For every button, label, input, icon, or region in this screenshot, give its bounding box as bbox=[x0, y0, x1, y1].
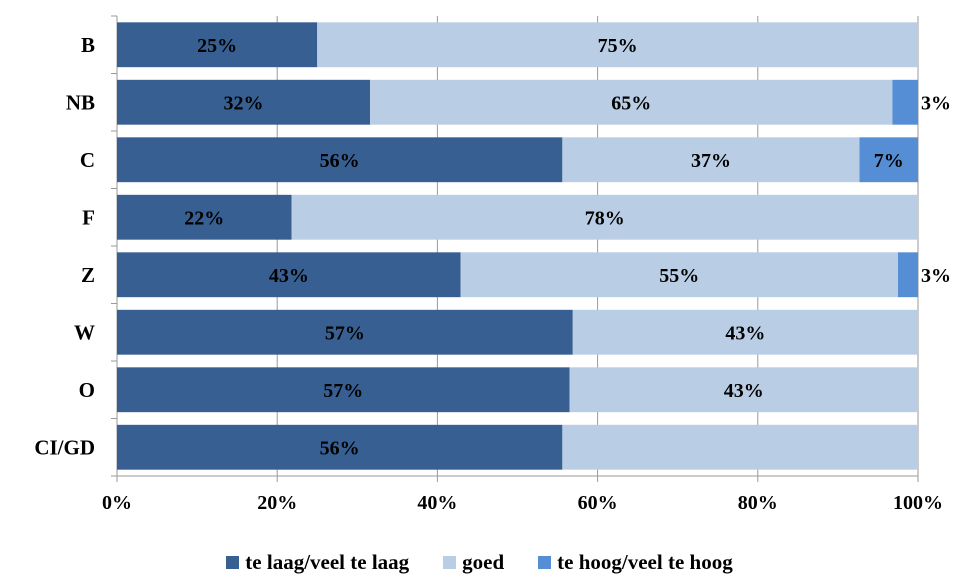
x-tick-label: 40% bbox=[417, 492, 457, 514]
legend-item: goed bbox=[443, 550, 504, 575]
data-label: 7% bbox=[874, 150, 904, 172]
legend-label: goed bbox=[462, 549, 505, 574]
bar-segment-goed bbox=[460, 252, 898, 298]
bar-segment-te-hoog-veel-te-hoog bbox=[892, 79, 918, 125]
category-label: Z bbox=[81, 263, 95, 287]
category-label: CI/GD bbox=[34, 435, 95, 459]
category-label: O bbox=[79, 378, 95, 402]
data-label: 78% bbox=[585, 207, 625, 229]
data-label: 25% bbox=[197, 35, 237, 57]
legend-label: te hoog/veel te hoog bbox=[557, 549, 733, 574]
data-label: 3% bbox=[921, 265, 951, 287]
bar-segment-te-laag-veel-te-laag bbox=[117, 309, 573, 355]
data-label: 3% bbox=[921, 92, 951, 114]
legend-item: te hoog/veel te hoog bbox=[538, 550, 733, 575]
bar-segment-te-laag-veel-te-laag bbox=[117, 137, 563, 183]
data-label: 22% bbox=[184, 207, 224, 229]
legend-label: te laag/veel te laag bbox=[245, 549, 410, 574]
data-label: 75% bbox=[598, 35, 638, 57]
data-label: 43% bbox=[724, 380, 764, 402]
bar-segment-goed bbox=[370, 79, 893, 125]
bar-segment-te-laag-veel-te-laag bbox=[117, 194, 292, 240]
bar-segment-te-hoog-veel-te-hoog bbox=[897, 252, 918, 298]
bar-segment-goed bbox=[572, 309, 918, 355]
legend-swatch bbox=[226, 555, 240, 569]
bar-segment-goed bbox=[562, 137, 860, 183]
legend-swatch bbox=[443, 555, 457, 569]
bar-segment-goed bbox=[562, 424, 918, 470]
data-label: 56% bbox=[320, 437, 360, 459]
bar-segment-te-laag-veel-te-laag bbox=[117, 79, 371, 125]
legend-swatch bbox=[538, 555, 552, 569]
category-label: F bbox=[82, 205, 95, 229]
data-label: 65% bbox=[611, 92, 651, 114]
bar-segment-te-laag-veel-te-laag bbox=[117, 22, 318, 68]
bar-segment-te-laag-veel-te-laag bbox=[117, 252, 461, 298]
x-tick-label: 20% bbox=[257, 492, 297, 514]
bar-segment-te-laag-veel-te-laag bbox=[117, 367, 570, 413]
data-label: 37% bbox=[691, 150, 731, 172]
bar-segment-goed bbox=[291, 194, 918, 240]
data-label: 43% bbox=[725, 322, 765, 344]
bar-segment-goed bbox=[569, 367, 918, 413]
legend-item: te laag/veel te laag bbox=[226, 550, 409, 575]
category-label: B bbox=[81, 33, 95, 57]
data-label: 32% bbox=[224, 92, 264, 114]
x-tick-label: 100% bbox=[893, 492, 943, 514]
bar-segment-te-laag-veel-te-laag bbox=[117, 424, 563, 470]
data-label: 56% bbox=[320, 150, 360, 172]
bar-segment-goed bbox=[317, 22, 918, 68]
category-label: W bbox=[74, 320, 95, 344]
data-label: 43% bbox=[269, 265, 309, 287]
data-label: 55% bbox=[659, 265, 699, 287]
data-label: 57% bbox=[325, 322, 365, 344]
bar-segment-te-hoog-veel-te-hoog bbox=[859, 137, 918, 183]
x-tick-label: 0% bbox=[102, 492, 132, 514]
x-tick-label: 80% bbox=[738, 492, 778, 514]
category-label: NB bbox=[66, 90, 95, 114]
data-label: 57% bbox=[323, 380, 363, 402]
category-label: C bbox=[80, 148, 95, 172]
legend: te laag/veel te laag goed te hoog/veel te … bbox=[0, 548, 959, 576]
x-tick-label: 60% bbox=[578, 492, 618, 514]
